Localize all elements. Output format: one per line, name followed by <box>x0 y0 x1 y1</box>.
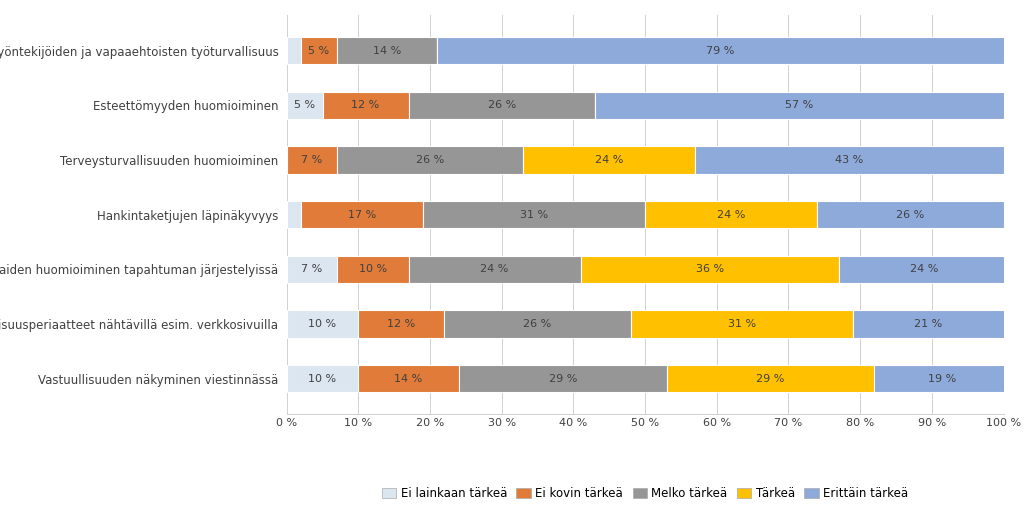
Text: 7 %: 7 % <box>301 155 323 165</box>
Bar <box>645 201 817 228</box>
Text: 24 %: 24 % <box>595 155 624 165</box>
Text: 14 %: 14 % <box>373 45 401 56</box>
Bar <box>323 92 409 119</box>
Text: 10 %: 10 % <box>308 319 337 329</box>
Text: 26 %: 26 % <box>487 100 516 110</box>
Bar <box>301 201 423 228</box>
Bar <box>595 92 1004 119</box>
Bar <box>287 146 337 174</box>
Bar <box>581 256 839 283</box>
Bar <box>444 310 631 337</box>
Bar <box>409 256 581 283</box>
Bar <box>409 92 595 119</box>
Text: 43 %: 43 % <box>836 155 863 165</box>
Bar <box>301 37 337 64</box>
Text: 21 %: 21 % <box>914 319 942 329</box>
Text: 26 %: 26 % <box>896 210 925 220</box>
Bar <box>437 37 1004 64</box>
Text: 5 %: 5 % <box>308 45 330 56</box>
Bar <box>287 310 358 337</box>
Bar <box>337 256 409 283</box>
Bar <box>695 146 1004 174</box>
Bar <box>874 365 1011 392</box>
Text: 24 %: 24 % <box>910 264 939 274</box>
Bar <box>287 201 301 228</box>
Text: 26 %: 26 % <box>416 155 444 165</box>
Text: 10 %: 10 % <box>308 374 337 384</box>
Bar <box>423 201 645 228</box>
Legend: Ei lainkaan tärkeä, Ei kovin tärkeä, Melko tärkeä, Tärkeä, Erittäin tärkeä: Ei lainkaan tärkeä, Ei kovin tärkeä, Mel… <box>378 484 912 504</box>
Text: 31 %: 31 % <box>520 210 548 220</box>
Text: 10 %: 10 % <box>358 264 387 274</box>
Bar <box>337 146 523 174</box>
Bar <box>287 365 358 392</box>
Text: 29 %: 29 % <box>757 374 784 384</box>
Text: 79 %: 79 % <box>707 45 734 56</box>
Text: 24 %: 24 % <box>480 264 509 274</box>
Text: 7 %: 7 % <box>301 264 323 274</box>
Bar <box>358 365 459 392</box>
Text: 19 %: 19 % <box>929 374 956 384</box>
Bar <box>667 365 874 392</box>
Bar <box>287 256 337 283</box>
Bar <box>839 256 1011 283</box>
Text: 29 %: 29 % <box>549 374 577 384</box>
Text: 12 %: 12 % <box>387 319 416 329</box>
Bar <box>358 310 444 337</box>
Bar <box>523 146 695 174</box>
Text: 36 %: 36 % <box>695 264 724 274</box>
Bar <box>459 365 667 392</box>
Text: 14 %: 14 % <box>394 374 423 384</box>
Text: 5 %: 5 % <box>294 100 315 110</box>
Text: 12 %: 12 % <box>351 100 380 110</box>
Text: 31 %: 31 % <box>728 319 756 329</box>
Bar <box>337 37 437 64</box>
Text: 24 %: 24 % <box>717 210 745 220</box>
Text: 57 %: 57 % <box>785 100 813 110</box>
Bar <box>287 92 323 119</box>
Text: 26 %: 26 % <box>523 319 552 329</box>
Bar <box>853 310 1004 337</box>
Bar <box>631 310 853 337</box>
Bar <box>287 37 301 64</box>
Text: 17 %: 17 % <box>348 210 376 220</box>
Bar <box>817 201 1004 228</box>
